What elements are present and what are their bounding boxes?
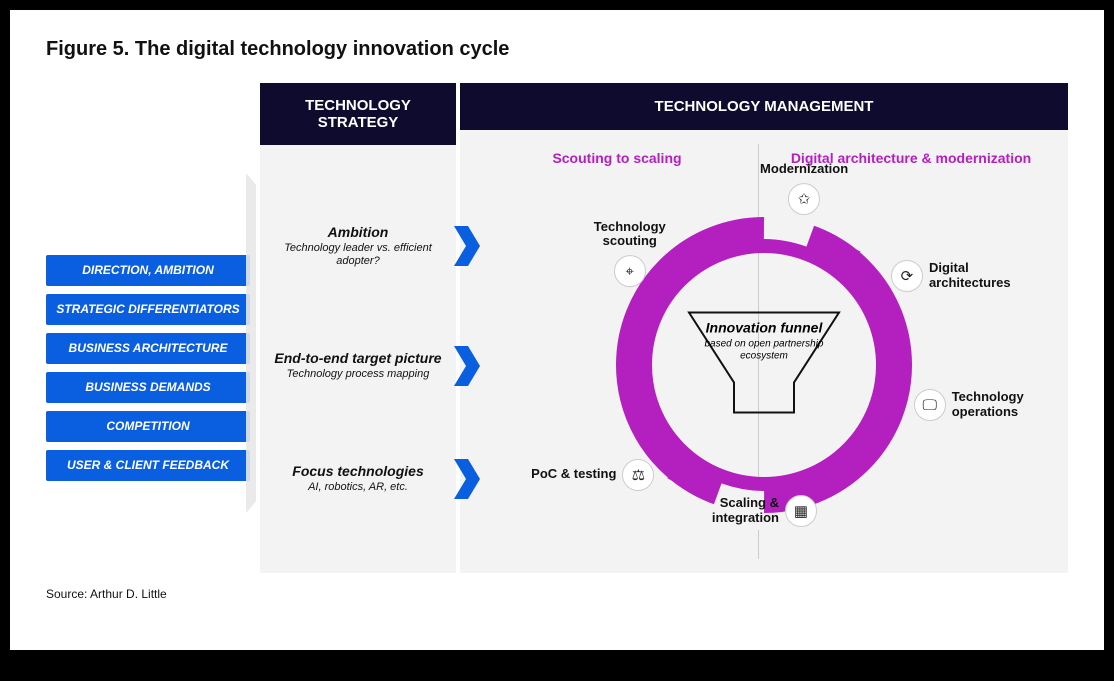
strategy-block-subtitle: AI, robotics, AR, etc. [270, 481, 446, 494]
cycle-node-tech-ops: 🖵Technology operations [914, 389, 1052, 421]
inputs-column: DIRECTION, AMBITION STRATEGIC DIFFERENTIA… [46, 83, 256, 573]
cycle-container: Innovation funnel based on open partners… [470, 175, 1058, 555]
strategy-block: End-to-end target picture Technology proc… [270, 350, 446, 381]
main-area: TECHNOLOGY STRATEGY Ambition Technology l… [256, 83, 1068, 573]
strategy-block-subtitle: Technology process mapping [270, 368, 446, 381]
chevron-right-icon [454, 226, 480, 266]
cycle-node-label: Scaling & integration [679, 496, 779, 526]
cycle-node-label: Technology operations [952, 390, 1052, 420]
funnel-text: Innovation funnel based on open partners… [684, 320, 844, 363]
management-column: TECHNOLOGY MANAGEMENT Scouting to scalin… [456, 83, 1068, 573]
input-box: BUSINESS ARCHITECTURE [46, 333, 250, 364]
cycle-node-label: Technology scouting [575, 220, 685, 250]
cycle-node-digital-arch: ⟳Digital architectures [891, 260, 1029, 292]
grid-icon: ▦ [785, 495, 817, 527]
cycle-node-label: Modernization [760, 162, 848, 177]
cycle-node-label: Digital architectures [929, 261, 1029, 291]
monitor-icon: 🖵 [914, 389, 946, 421]
management-header: TECHNOLOGY MANAGEMENT [460, 83, 1068, 130]
cycle-node-modernization: ✩ Modernization [760, 162, 848, 215]
input-box: BUSINESS DEMANDS [46, 372, 250, 403]
input-box: USER & CLIENT FEEDBACK [46, 450, 250, 481]
cycle-node-label: PoC & testing [516, 467, 616, 482]
strategy-blocks: Ambition Technology leader vs. efficient … [270, 163, 446, 555]
cycle-node-tech-scouting: ⌖ Technology scouting [575, 220, 685, 288]
source-text: Source: Arthur D. Little [46, 587, 1068, 601]
chevron-right-icon [454, 346, 480, 386]
circle-nodes-icon: ⟳ [891, 260, 923, 292]
strategy-block-subtitle: Technology leader vs. efficient adopter? [270, 242, 446, 268]
cycle-node-scaling: ▦Scaling & integration [679, 495, 817, 527]
funnel-subtitle: based on open partnership ecosystem [698, 338, 830, 362]
strategy-block-title: Ambition [270, 224, 446, 240]
cycle-node-poc: ⚖ PoC & testing [516, 459, 654, 491]
figure-title: Figure 5. The digital technology innovat… [46, 38, 1068, 61]
target-icon: ⌖ [614, 256, 646, 288]
input-box: DIRECTION, AMBITION [46, 255, 250, 286]
input-box: COMPETITION [46, 411, 250, 442]
strategy-header: TECHNOLOGY STRATEGY [260, 83, 456, 145]
strategy-body: Ambition Technology leader vs. efficient … [260, 145, 456, 573]
subheader-scouting: Scouting to scaling [470, 148, 764, 169]
strategy-column: TECHNOLOGY STRATEGY Ambition Technology l… [256, 83, 456, 573]
strategy-block-title: Focus technologies [270, 463, 446, 479]
chevron-right-icon [454, 459, 480, 499]
strategy-block-title: End-to-end target picture [270, 350, 446, 366]
strategy-block: Focus technologies AI, robotics, AR, etc. [270, 463, 446, 494]
figure-container: Figure 5. The digital technology innovat… [10, 10, 1104, 650]
content-row: DIRECTION, AMBITION STRATEGIC DIFFERENTIA… [46, 83, 1068, 573]
scale-icon: ⚖ [622, 459, 654, 491]
strategy-block: Ambition Technology leader vs. efficient … [270, 224, 446, 268]
funnel-title: Innovation funnel [698, 320, 830, 337]
management-body: Scouting to scaling Digital architecture… [460, 130, 1068, 573]
star-icon: ✩ [788, 183, 820, 215]
input-box: STRATEGIC DIFFERENTIATORS [46, 294, 250, 325]
innovation-funnel: Innovation funnel based on open partners… [684, 308, 844, 423]
